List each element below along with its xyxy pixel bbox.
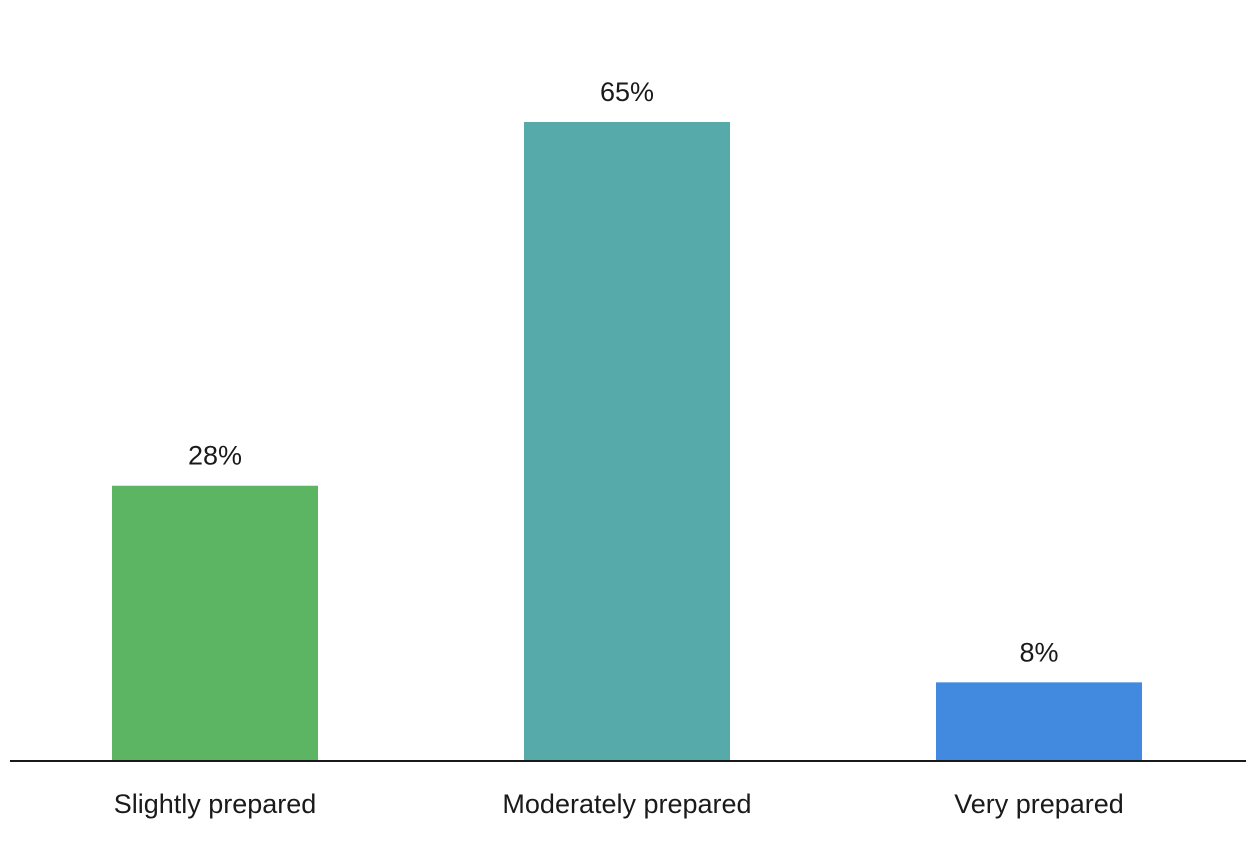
bar-2 — [524, 122, 730, 761]
bar-1 — [112, 485, 318, 761]
bar-3 — [936, 682, 1142, 761]
value-labels-layer: 28% 65% 8% — [188, 77, 1059, 667]
data-label-1: 28% — [188, 441, 242, 471]
data-label-3: 8% — [1019, 637, 1058, 667]
bars-layer — [112, 122, 1142, 761]
category-labels-layer: Slightly prepared Moderately prepared Very… — [114, 789, 1124, 819]
category-label-2: Moderately prepared — [502, 789, 751, 819]
category-label-1: Slightly prepared — [114, 789, 317, 819]
category-label-3: Very prepared — [954, 789, 1124, 819]
data-label-2: 65% — [600, 77, 654, 107]
